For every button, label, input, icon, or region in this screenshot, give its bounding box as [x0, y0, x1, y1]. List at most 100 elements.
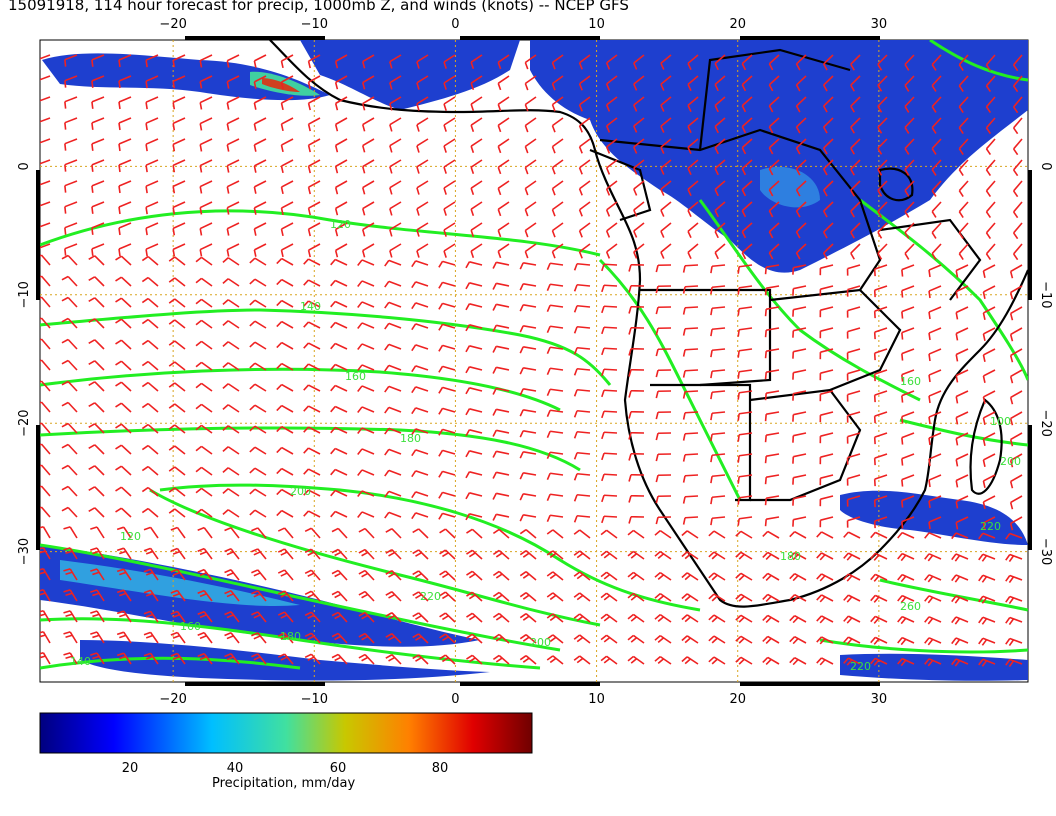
wind-barb	[519, 513, 537, 522]
wind-barb	[1012, 75, 1023, 93]
wind-barb	[551, 201, 564, 217]
wind-barb	[195, 466, 213, 476]
wind-barb	[40, 422, 51, 434]
wind-barb	[465, 492, 483, 500]
wind-barb	[61, 275, 78, 287]
wind-barb	[170, 547, 186, 560]
wind-barb	[633, 243, 645, 259]
wind-barb	[357, 427, 375, 434]
wind-barb	[789, 594, 807, 603]
wind-barb	[470, 138, 483, 154]
wind-barb	[253, 222, 267, 236]
wind-barb	[901, 348, 915, 361]
wind-barb	[253, 117, 267, 131]
wind-barb	[551, 117, 564, 133]
wind-barb	[601, 368, 618, 377]
wind-barb	[116, 526, 132, 539]
wind-barb	[115, 339, 132, 350]
wind-barb	[897, 594, 915, 604]
wind-barb	[519, 592, 537, 602]
wind-barb	[850, 75, 861, 92]
wind-barb	[118, 138, 132, 152]
wind-barb	[843, 636, 861, 645]
contour-label: 200	[1000, 455, 1021, 468]
border-angola	[640, 288, 772, 387]
wind-barb	[951, 553, 969, 562]
wind-barb	[276, 299, 294, 308]
wind-barb	[91, 96, 105, 109]
wind-barb	[416, 201, 429, 216]
wind-barb	[357, 301, 375, 308]
wind-barb	[846, 306, 861, 318]
wind-barb	[199, 180, 213, 194]
wind-barb	[497, 180, 510, 196]
wind-barb	[168, 466, 186, 476]
wind-barb	[492, 591, 510, 602]
contour-africa-1	[598, 258, 742, 501]
wind-barb	[546, 493, 564, 502]
wind-barb	[195, 340, 213, 350]
wind-barb	[982, 369, 996, 383]
wind-barb	[385, 612, 402, 623]
wind-barb	[764, 390, 780, 401]
wind-barb	[519, 282, 537, 291]
wind-barb	[982, 390, 996, 404]
wind-barb	[660, 75, 672, 91]
wind-barb	[141, 465, 159, 476]
wind-barb	[687, 138, 699, 155]
wind-barb	[438, 281, 456, 289]
wind-barb	[741, 96, 753, 113]
wind-barb	[385, 570, 402, 581]
wind-barb	[90, 589, 105, 602]
wind-barb	[492, 303, 510, 311]
wind-barb	[168, 319, 186, 329]
wind-barb	[40, 138, 51, 144]
wind-barb	[276, 488, 294, 497]
wind-barb	[655, 453, 672, 462]
wind-barb	[904, 159, 915, 176]
wind-barb	[873, 411, 888, 424]
contour-200b	[149, 488, 601, 627]
wind-barb	[877, 180, 888, 197]
wind-barb	[816, 615, 834, 624]
wind-barb	[40, 401, 51, 413]
wind-barb	[276, 257, 294, 266]
wind-barb	[1005, 595, 1023, 605]
wind-barb	[985, 138, 996, 156]
wind-barb	[601, 305, 618, 314]
wind-barb	[768, 96, 780, 113]
wind-barb	[955, 474, 969, 488]
wind-barb	[443, 180, 456, 195]
wind-barb	[492, 612, 510, 623]
wind-barb	[63, 547, 78, 560]
wind-barb	[389, 117, 402, 132]
wind-barb	[361, 222, 375, 237]
lon-tick-label-top: 20	[729, 17, 746, 32]
wind-barb	[897, 552, 915, 562]
wind-barb	[795, 243, 807, 260]
wind-barb	[822, 159, 834, 176]
lat-tick-label-left: 0	[17, 162, 32, 170]
wind-barb	[605, 180, 618, 196]
wind-barb	[822, 117, 834, 134]
wind-barb	[412, 570, 429, 581]
wind-barb	[735, 656, 753, 665]
wind-barb	[633, 201, 645, 217]
wind-barb	[304, 527, 321, 539]
wind-barb	[222, 278, 240, 287]
wind-barb	[768, 201, 780, 218]
wind-barb	[931, 75, 942, 92]
wind-barb	[627, 655, 645, 665]
wind-barb	[497, 159, 510, 175]
wind-barb	[928, 285, 942, 299]
wind-barb	[822, 54, 834, 71]
wind-barb	[88, 486, 105, 497]
wind-barb	[628, 410, 645, 419]
wind-barb	[384, 406, 402, 414]
wind-barb	[249, 320, 267, 329]
wind-barb	[519, 613, 537, 623]
wind-barb	[145, 222, 159, 236]
wind-barb	[955, 264, 969, 278]
wind-barb	[172, 159, 186, 173]
wind-barb	[439, 633, 456, 644]
